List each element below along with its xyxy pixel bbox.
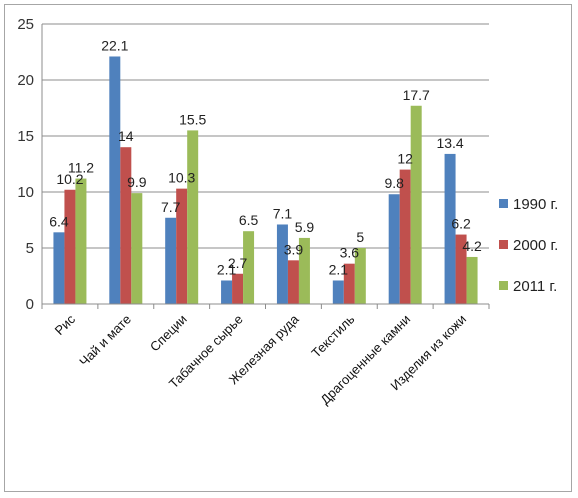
legend: 1990 г. 2000 г. 2011 г. xyxy=(499,196,558,295)
bars xyxy=(53,56,478,305)
data-label: 7.1 xyxy=(273,205,293,221)
bar xyxy=(75,178,87,304)
data-label: 5.9 xyxy=(295,219,315,235)
bar xyxy=(455,234,467,304)
data-label: 12 xyxy=(397,151,413,167)
y-tick-label: 10 xyxy=(17,184,34,201)
data-label: 9.9 xyxy=(127,174,147,190)
data-label: 6.2 xyxy=(451,216,471,232)
x-tick-label: Чай и мате xyxy=(76,312,134,370)
bar xyxy=(354,248,366,304)
bar xyxy=(466,256,478,304)
data-label: 7.7 xyxy=(161,199,181,215)
data-label: 10.3 xyxy=(168,170,195,186)
bar xyxy=(410,105,422,304)
bar xyxy=(165,217,177,304)
chart-frame: 6.4 10.2 11.2 22.1 14 9.9 7.7 10.3 15.5 2.1 2.7 6.5… xyxy=(4,4,572,492)
bar xyxy=(176,188,188,304)
bar xyxy=(232,273,244,304)
legend-label: 2011 г. xyxy=(513,278,557,295)
data-label: 11.2 xyxy=(68,160,94,176)
data-label: 2.7 xyxy=(228,255,248,271)
y-tick-label: 15 xyxy=(17,128,34,145)
x-tick-label: Текстиль xyxy=(308,311,357,360)
y-tick-label: 25 xyxy=(17,16,34,33)
data-label: 15.5 xyxy=(179,111,206,127)
bar xyxy=(287,260,299,304)
bar xyxy=(343,263,355,304)
data-label: 13.4 xyxy=(436,135,463,151)
bar xyxy=(399,169,411,304)
bar xyxy=(388,194,400,304)
data-label: 22.1 xyxy=(101,37,128,53)
legend-label: 1990 г. xyxy=(513,196,558,213)
data-label: 4.2 xyxy=(462,238,482,254)
data-label: 6.4 xyxy=(49,213,69,229)
y-tick-label: 0 xyxy=(26,296,34,313)
data-label: 2.1 xyxy=(217,261,237,277)
x-tick-label: Специи xyxy=(147,312,190,355)
y-tick-label: 5 xyxy=(26,240,34,257)
bar xyxy=(444,153,456,304)
bar xyxy=(187,130,199,304)
bar xyxy=(64,189,76,304)
data-label: 5 xyxy=(356,229,364,245)
legend-label: 2000 г. xyxy=(513,237,558,254)
data-label: 6.5 xyxy=(239,212,259,228)
bar xyxy=(298,237,310,304)
data-label: 3.6 xyxy=(340,245,360,261)
bar xyxy=(221,280,233,304)
bar xyxy=(53,232,65,304)
data-label: 10.2 xyxy=(56,171,83,187)
bar xyxy=(109,56,121,305)
data-label: 17.7 xyxy=(403,87,430,103)
bar xyxy=(243,231,255,304)
bar xyxy=(120,147,132,304)
data-label: 3.9 xyxy=(284,241,304,257)
bar xyxy=(276,224,288,304)
bar xyxy=(131,193,143,304)
x-tick-label: Рис xyxy=(52,311,79,338)
legend-swatch xyxy=(499,240,508,249)
gridlines xyxy=(42,23,489,305)
bar-chart: 6.410.211.222.1149.97.710.315.52.12.76.5… xyxy=(17,16,558,407)
data-label: 2.1 xyxy=(329,261,349,277)
y-tick-label: 20 xyxy=(17,72,34,89)
legend-swatch xyxy=(499,199,508,208)
data-label: 9.8 xyxy=(384,175,404,191)
bar xyxy=(332,280,344,304)
data-labels: 6.410.211.222.1149.97.710.315.52.12.76.5… xyxy=(49,37,482,277)
legend-swatch xyxy=(499,281,508,290)
data-label: 14 xyxy=(118,128,134,144)
